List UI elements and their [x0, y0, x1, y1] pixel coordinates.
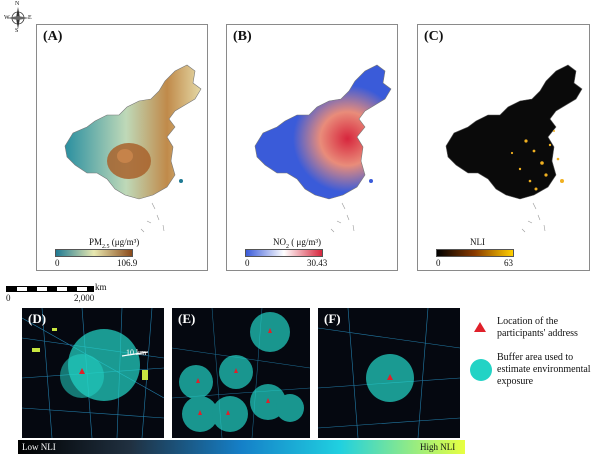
compass-west: W	[4, 15, 10, 21]
gradient-high-label: High NLI	[420, 442, 456, 452]
panel-b: (B) NO2 ( μg/m³) 0 30.43	[226, 24, 398, 271]
legend: Location of the participants' address Bu…	[465, 312, 597, 422]
nli-city-map	[172, 308, 310, 438]
nli-city-map	[22, 308, 164, 438]
panel-a: (A) PM2.5 (μg/m³) 0 106.9	[36, 24, 208, 271]
panel-c: (C) NLI 0 63	[417, 24, 590, 271]
scale-unit: km	[95, 282, 107, 292]
scale-bar: km 0 2,000	[6, 282, 107, 306]
panel-label: (C)	[424, 29, 444, 44]
nli-gradient-bar	[18, 440, 465, 454]
colorbar-min: 0	[55, 258, 60, 268]
no2-colorbar	[245, 249, 323, 257]
colorbar-min: 0	[245, 258, 250, 268]
legend-title: NLI	[470, 237, 485, 247]
panel-label: (A)	[43, 29, 63, 44]
colorbar-max: 106.9	[117, 258, 138, 268]
compass-north: N	[15, 1, 20, 7]
triangle-marker	[387, 374, 393, 380]
nli-map	[445, 64, 583, 233]
pm25-map	[64, 64, 202, 233]
panel-e: (E)	[172, 308, 310, 438]
panel-label: (B)	[233, 29, 252, 44]
buffer-legend-icon	[470, 359, 492, 381]
colorbar-min: 0	[436, 258, 441, 268]
scale-start: 0	[6, 293, 11, 303]
legend-title: PM2.5 (μg/m³)	[89, 237, 140, 250]
pm25-colorbar	[55, 249, 133, 257]
compass-east: E	[28, 15, 32, 21]
legend-title: NO2 ( μg/m³)	[273, 237, 322, 250]
panel-label: (F)	[324, 311, 341, 326]
compass-south: S	[15, 28, 19, 34]
colorbar-max: 30.43	[307, 258, 328, 268]
colorbar-max: 63	[504, 258, 513, 268]
nli-city-map	[318, 308, 460, 438]
triangle-legend-text: Location of the participants' address	[497, 316, 578, 339]
triangle-marker	[79, 368, 85, 374]
buffer-radius-label: 10 km	[126, 348, 147, 357]
gradient-low-label: Low NLI	[22, 442, 56, 452]
triangle-legend-icon	[474, 322, 486, 332]
nli-colorbar	[436, 249, 514, 257]
panel-d: (D) 10 km	[22, 308, 164, 438]
scale-end: 2,000	[74, 293, 95, 303]
buffer-legend-text: Buffer area used to estimate environment…	[497, 352, 591, 387]
panel-f: (F)	[318, 308, 460, 438]
compass-icon: N S W E	[4, 1, 32, 34]
panel-label: (D)	[28, 311, 47, 326]
no2-map	[254, 64, 392, 233]
panel-label: (E)	[178, 311, 196, 326]
